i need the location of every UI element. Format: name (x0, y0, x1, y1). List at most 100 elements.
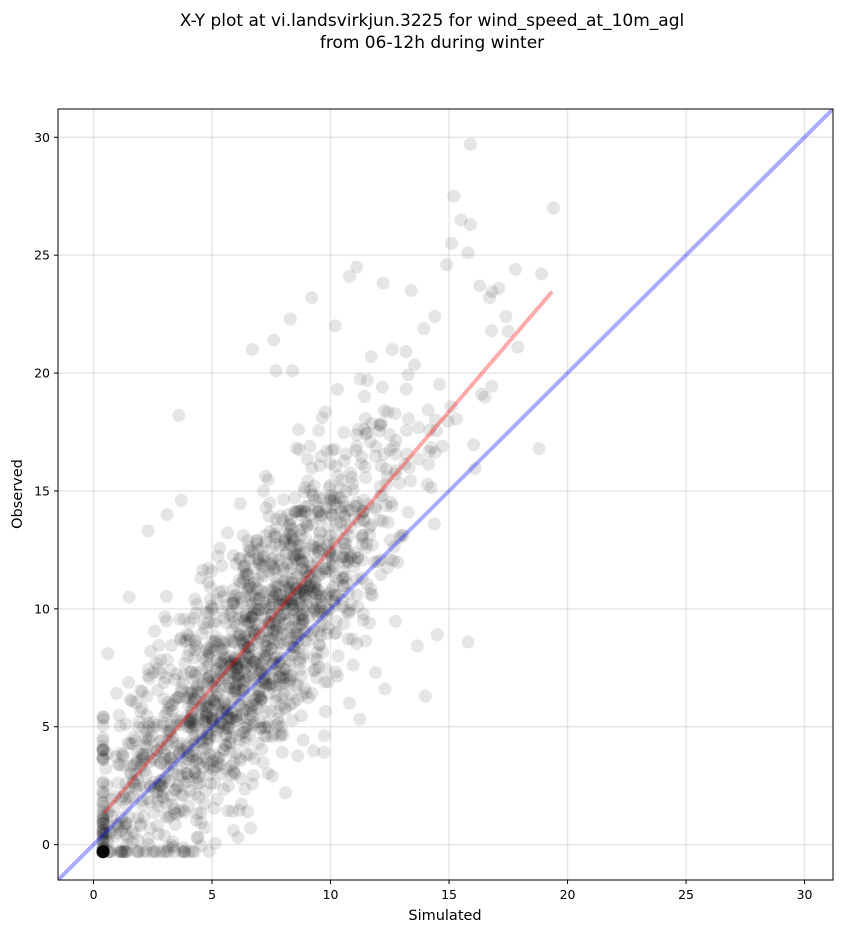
scatter-point (157, 709, 171, 723)
scatter-point (231, 668, 245, 682)
scatter-point (221, 804, 235, 818)
scatter-point (246, 609, 260, 623)
scatter-point (330, 589, 344, 603)
scatter-point (245, 659, 259, 673)
scatter-point (232, 626, 246, 640)
scatter-point (288, 641, 302, 655)
scatter-point (385, 342, 399, 356)
scatter-point (213, 585, 227, 599)
scatter-point (265, 597, 279, 611)
scatter-point (284, 595, 298, 609)
scatter-point (364, 416, 378, 430)
scatter-point (237, 681, 251, 695)
scatter-point (345, 470, 359, 484)
scatter-point (274, 593, 288, 607)
scatter-point (187, 695, 201, 709)
scatter-point (220, 698, 234, 712)
scatter-point (258, 611, 272, 625)
scatter-point (194, 571, 208, 585)
scatter-point (373, 489, 387, 503)
scatter-point (231, 831, 245, 845)
scatter-point (214, 655, 228, 669)
scatter-point (184, 713, 198, 727)
scatter-point (170, 667, 184, 681)
scatter-point (369, 502, 383, 516)
scatter-point (299, 686, 313, 700)
scatter-point (310, 583, 324, 597)
scatter-point (134, 816, 148, 830)
scatter-point (356, 505, 370, 519)
scatter-point (202, 615, 216, 629)
scatter-point (237, 609, 251, 623)
scatter-point (381, 515, 395, 529)
scatter-point (351, 551, 365, 565)
scatter-point (96, 817, 110, 831)
scatter-point (217, 611, 231, 625)
scatter-point (241, 533, 255, 547)
scatter-point (311, 556, 325, 570)
scatter-point (217, 653, 231, 667)
scatter-point (318, 405, 332, 419)
scatter-point (263, 525, 277, 539)
scatter-point (255, 662, 269, 676)
scatter-point (134, 760, 148, 774)
scatter-point (364, 518, 378, 532)
scatter-point (305, 564, 319, 578)
scatter-point (401, 412, 415, 426)
scatter-point (153, 845, 167, 859)
scatter-point (209, 662, 223, 676)
scatter-point (306, 488, 320, 502)
scatter-point (146, 666, 160, 680)
scatter-point (310, 670, 324, 684)
scatter-point (96, 845, 110, 859)
scatter-point (243, 707, 257, 721)
scatter-point (182, 712, 196, 726)
scatter-point (290, 677, 304, 691)
scatter-point (428, 446, 442, 460)
scatter-point (294, 528, 308, 542)
scatter-point (147, 806, 161, 820)
scatter-point (101, 747, 115, 761)
scatter-point (350, 439, 364, 453)
scatter-point (307, 479, 321, 493)
scatter-point (185, 697, 199, 711)
scatter-point (215, 767, 229, 781)
scatter-point (252, 681, 266, 695)
scatter-point (96, 751, 110, 765)
scatter-point (499, 309, 513, 323)
scatter-point (199, 720, 213, 734)
scatter-point (130, 754, 144, 768)
scatter-point (423, 423, 437, 437)
scatter-point (198, 750, 212, 764)
scatter-point (157, 745, 171, 759)
scatter-point (237, 645, 251, 659)
scatter-point (285, 557, 299, 571)
scatter-point (219, 727, 233, 741)
scatter-point (325, 552, 339, 566)
scatter-point (408, 358, 422, 372)
scatter-point (293, 655, 307, 669)
scatter-point (240, 648, 254, 662)
scatter-point (249, 592, 263, 606)
scatter-point (248, 655, 262, 669)
scatter-point (347, 560, 361, 574)
scatter-point (130, 744, 144, 758)
scatter-point (286, 602, 300, 616)
scatter-point (364, 350, 378, 364)
scatter-point (174, 493, 188, 507)
scatter-point (216, 590, 230, 604)
scatter-point (200, 684, 214, 698)
scatter-point (187, 766, 201, 780)
scatter-point (262, 509, 276, 523)
scatter-point (360, 426, 374, 440)
scatter-point (282, 668, 296, 682)
scatter-point (362, 521, 376, 535)
scatter-point (348, 546, 362, 560)
scatter-point (119, 792, 133, 806)
scatter-point (141, 668, 155, 682)
scatter-point (233, 633, 247, 647)
scatter-point (109, 829, 123, 843)
scatter-point (251, 573, 265, 587)
scatter-point (388, 467, 402, 481)
scatter-point (118, 818, 132, 832)
